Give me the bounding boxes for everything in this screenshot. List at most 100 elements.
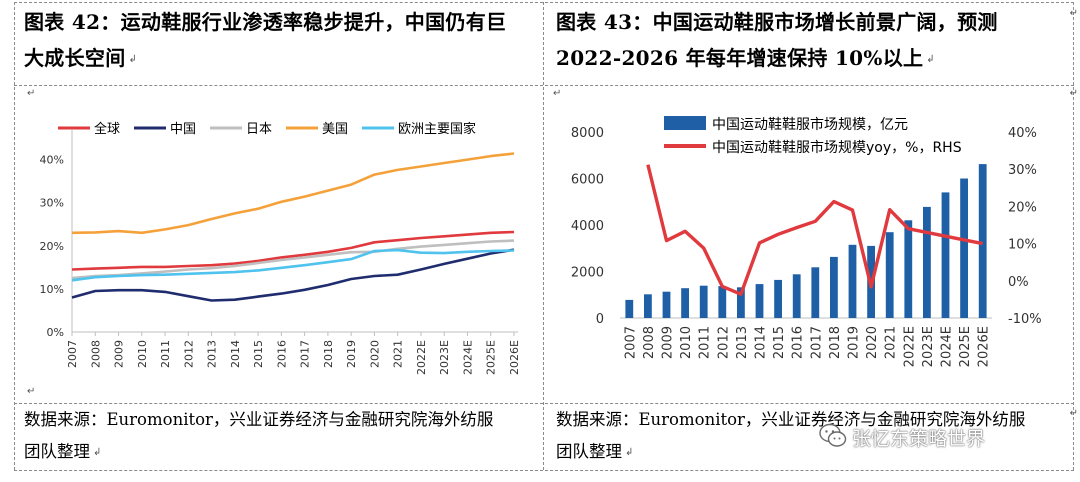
paragraph-mark: ↵ xyxy=(553,88,562,99)
x-tick-label: 2025E xyxy=(958,326,973,367)
y-tick-label: 10% xyxy=(40,283,64,296)
x-tick-label: 2016 xyxy=(791,326,806,359)
frame-top xyxy=(14,2,1074,3)
left-title-line-2-text: 大成长空间 xyxy=(24,46,126,70)
left-chart-box: ↵ 0% 10% 20% 30% 40% 2007 2008 2009 2010 2011 2012… xyxy=(14,86,542,402)
bar-2022E xyxy=(904,220,913,318)
y-tick-label: 0 xyxy=(596,312,604,327)
y2-tick-label: 0% xyxy=(1008,275,1029,290)
x-tick-label: 2018 xyxy=(828,326,843,359)
x-tick-label: 2015 xyxy=(252,340,265,368)
x-tick-label: 2021 xyxy=(392,340,405,368)
legend-label: 全球 xyxy=(94,121,120,137)
bar-2021 xyxy=(885,232,894,318)
x-tick-label: 2010 xyxy=(136,340,149,368)
bar-2023E xyxy=(923,206,931,318)
right-figure-title: 图表 43：中国运动鞋服市场增长前景广阔，预测 2022-2026 年每年增速保… xyxy=(546,4,1074,84)
paragraph-mark-right-3: ↵ xyxy=(1069,408,1078,419)
bar-2012 xyxy=(718,286,727,318)
penetration-line-chart: 0% 10% 20% 30% 40% 2007 2008 2009 2010 2011 2012 20… xyxy=(40,121,521,375)
paragraph-mark-right-1: ↵ xyxy=(1069,8,1078,19)
x-tick-label: 2023E xyxy=(438,340,451,375)
right-source-note: 数据来源：Euromonitor，兴业证券经济与金融研究院海外纺服 团队整理 ↲ xyxy=(546,404,1074,469)
watermark-text: 张忆东策略世界 xyxy=(852,428,986,450)
x-tick-label: 2008 xyxy=(642,326,657,359)
x-tick-label: 2013 xyxy=(206,340,219,368)
left-source-note: 数据来源：Euromonitor，兴业证券经济与金融研究院海外纺服 团队整理 ↲ xyxy=(14,404,542,469)
y-tick-label: 20% xyxy=(40,240,64,253)
paragraph-mark: ↲ xyxy=(625,446,634,458)
x-tick-label: 2024E xyxy=(940,326,955,367)
paragraph-mark: ↵ xyxy=(27,88,36,99)
x-tick-label: 2020 xyxy=(865,326,880,359)
right-title-line-2-text: 2022-2026 年每年增速保持 10%以上 xyxy=(556,46,924,70)
x-tick-label: 2017 xyxy=(299,340,312,368)
bar-2011 xyxy=(699,285,708,318)
legend-label: 日本 xyxy=(246,122,272,137)
x-tick-label: 2014 xyxy=(229,340,242,368)
x-tick-label: 2009 xyxy=(661,326,676,359)
y-tick-label: 0% xyxy=(47,326,64,339)
x-tick-label: 2008 xyxy=(89,340,102,368)
y2-tick-label: 10% xyxy=(1008,238,1037,253)
left-figure-title: 图表 42：运动鞋服行业渗透率稳步提升，中国仍有巨 大成长空间 ↲ xyxy=(14,4,542,84)
right-title-line-2: 2022-2026 年每年增速保持 10%以上 ↲ xyxy=(556,40,1064,78)
y2-tick-label: 30% xyxy=(1008,163,1037,178)
x-tick-label: 2011 xyxy=(159,340,172,368)
x-tick-label: 2011 xyxy=(698,326,713,359)
paragraph-mark: ↲ xyxy=(93,446,102,458)
left-title-line-1: 图表 42：运动鞋服行业渗透率稳步提升，中国仍有巨 xyxy=(24,10,507,34)
x-tick-label: 2015 xyxy=(772,326,787,359)
y2-tick-label: -10% xyxy=(1008,312,1042,327)
x-tick-label: 2007 xyxy=(623,326,638,359)
y2-tick-label: 40% xyxy=(1008,126,1037,141)
x-tick-label: 2007 xyxy=(66,340,79,368)
x-tick-label: 2018 xyxy=(322,340,335,368)
bar-2024E xyxy=(941,192,950,318)
x-tick-label: 2019 xyxy=(847,326,862,359)
x-tick-label: 2014 xyxy=(754,326,769,359)
series-line-日本 xyxy=(71,239,515,280)
market-size-combo-chart: 0 2000 4000 6000 8000 -10% 0% 10% 20% 30% 40% 2007 2… xyxy=(571,116,1042,367)
right-source-line-2-wrap: 团队整理 ↲ xyxy=(556,436,1064,469)
paragraph-mark-right-2: ↵ xyxy=(1069,88,1078,99)
x-tick-label: 2026E xyxy=(508,340,521,375)
wechat-logo-icon xyxy=(819,423,847,447)
y-tick-label: 6000 xyxy=(571,173,604,188)
legend-label: 美国 xyxy=(322,122,348,137)
x-tick-label: 2012 xyxy=(182,340,195,368)
bar-2018 xyxy=(830,256,838,318)
y-tick-label: 30% xyxy=(40,197,64,210)
yoy-line xyxy=(646,164,984,296)
x-tick-label: 2020 xyxy=(368,340,381,368)
paragraph-mark: ↵ xyxy=(27,386,36,397)
bar-2010 xyxy=(681,288,689,318)
right-chart-box: ↵ 0 2000 4000 6000 8000 -10% 0% 10% 20% 30% 40% 200… xyxy=(546,86,1074,402)
legend-label: 中国 xyxy=(170,122,196,137)
y-tick-label: 4000 xyxy=(571,219,604,234)
right-title-line-1: 图表 43：中国运动鞋服市场增长前景广阔，预测 xyxy=(556,10,998,34)
legend-swatch-bar xyxy=(664,116,706,130)
bar-2014 xyxy=(755,284,764,318)
x-tick-label: 2019 xyxy=(345,340,358,368)
x-tick-label: 2017 xyxy=(809,326,824,359)
left-source-line-2-wrap: 团队整理 ↲ xyxy=(24,436,532,469)
y-tick-label: 40% xyxy=(40,154,64,167)
bar-2017 xyxy=(811,267,820,318)
right-source-line-2: 团队整理 xyxy=(556,442,622,461)
bar-2008 xyxy=(644,294,652,318)
x-tick-label: 2022E xyxy=(415,340,428,375)
legend-label-line: 中国运动鞋鞋服市场规模yoy，%，RHS xyxy=(712,139,962,156)
bar-2026E xyxy=(978,164,987,318)
left-source-line-1: 数据来源：Euromonitor，兴业证券经济与金融研究院海外纺服 xyxy=(24,410,494,429)
series-line-欧洲主要国家 xyxy=(71,248,515,282)
x-tick-label: 2010 xyxy=(679,326,694,359)
y-tick-label: 2000 xyxy=(571,266,604,281)
x-tick-label: 2012 xyxy=(716,326,731,359)
paragraph-mark: ↲ xyxy=(128,53,138,65)
left-source-line-2: 团队整理 xyxy=(24,442,90,461)
frame-middle xyxy=(543,2,544,470)
watermark: 张忆东策略世界 xyxy=(818,418,1068,454)
bar-2016 xyxy=(792,274,801,318)
x-tick-label: 2021 xyxy=(884,326,899,359)
